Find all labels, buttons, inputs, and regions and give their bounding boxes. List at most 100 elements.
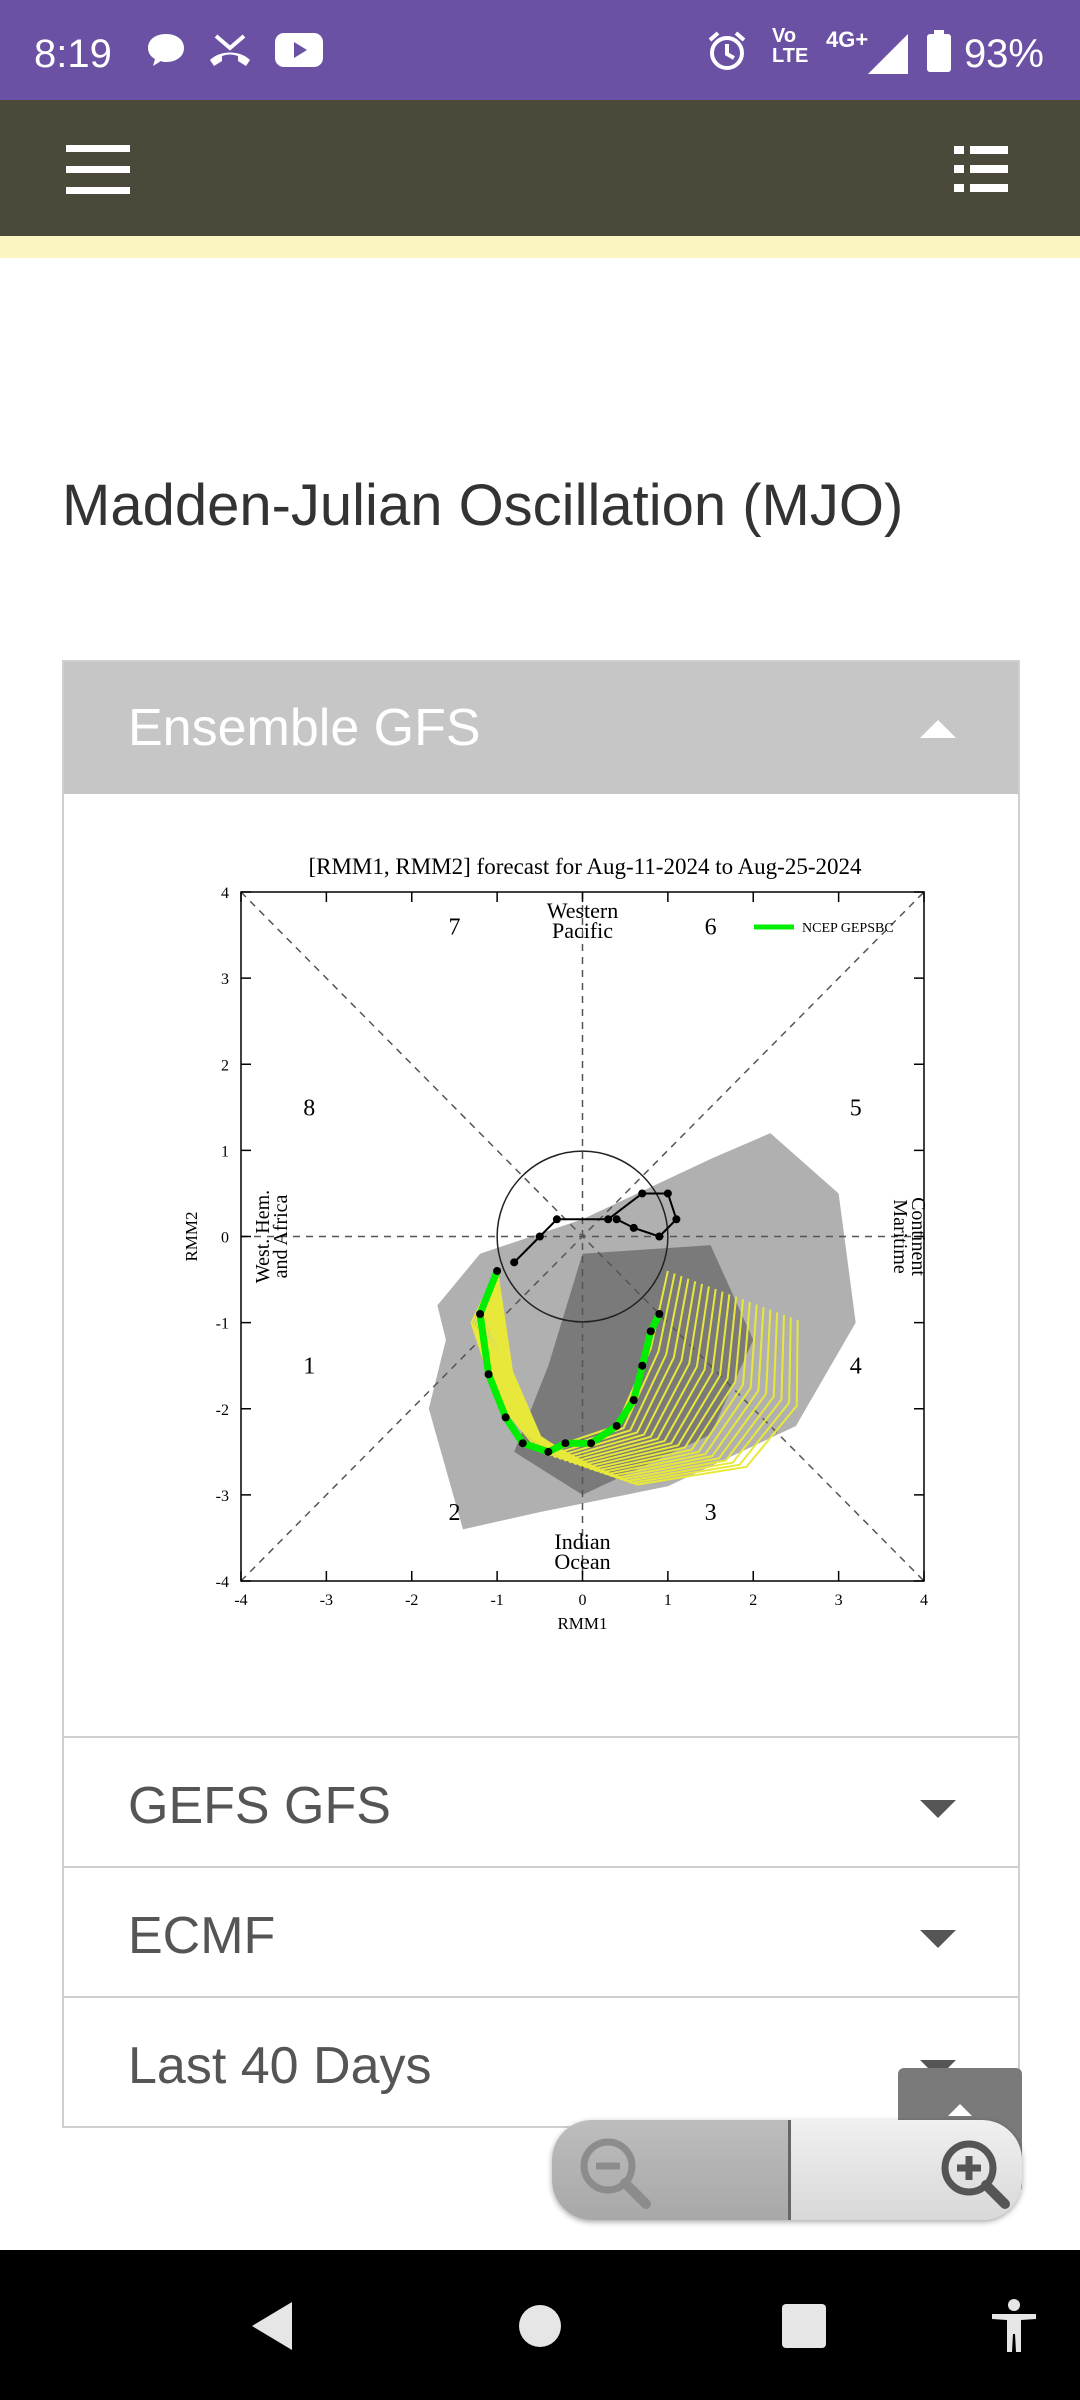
volte-bottom-label: LTE <box>772 45 809 67</box>
region-label-bottom: Indian <box>554 1529 610 1554</box>
region-label-left: and Africa <box>270 1194 292 1278</box>
data-point <box>501 1413 510 1422</box>
app-bar <box>0 100 1080 236</box>
x-tick-label: -4 <box>234 1592 247 1609</box>
x-tick-label: -1 <box>490 1592 503 1609</box>
x-tick-label: 4 <box>920 1592 928 1609</box>
x-tick-label: 2 <box>749 1592 757 1609</box>
chevron-down-icon <box>920 1930 956 1948</box>
data-point <box>587 1439 596 1448</box>
region-label-top: Western <box>547 898 619 923</box>
youtube-icon <box>275 33 323 67</box>
chart-axes <box>240 891 925 1582</box>
back-icon[interactable] <box>248 2300 296 2352</box>
y-tick-label: -3 <box>216 1488 229 1505</box>
accordion-label: GEFS GFS <box>128 1777 391 1835</box>
data-point <box>629 1223 638 1232</box>
data-point <box>561 1439 570 1448</box>
table-of-contents-icon[interactable] <box>954 146 1008 192</box>
y-axis-label: RMM2 <box>182 1211 201 1261</box>
chevron-down-icon <box>920 1800 956 1818</box>
x-tick-label: 1 <box>664 1592 672 1609</box>
zoom-in-button[interactable] <box>791 2120 1022 2220</box>
chevron-up-icon <box>920 720 956 738</box>
accordion-label: ECMF <box>128 1907 276 1965</box>
data-point <box>535 1232 544 1241</box>
y-tick-label: 0 <box>221 1230 229 1247</box>
home-icon[interactable] <box>518 2304 562 2348</box>
phase-label: 3 <box>705 1500 717 1526</box>
status-time: 8:19 <box>34 32 112 76</box>
phase-label: 6 <box>705 914 717 940</box>
data-point <box>646 1327 655 1336</box>
accordion-header-gefs-gfs[interactable]: GEFS GFS <box>64 1736 1018 1866</box>
zoom-in-icon <box>941 2140 1010 2209</box>
x-tick-label: 0 <box>579 1592 587 1609</box>
accordion-header-last-40-days[interactable]: Last 40 Days <box>64 1996 1018 2126</box>
status-bar: 8:19 Vo LTE 4G+ 93% <box>0 0 1080 100</box>
hamburger-menu-icon[interactable] <box>66 145 130 195</box>
data-point <box>510 1258 519 1267</box>
data-point <box>493 1266 502 1275</box>
y-tick-label: -1 <box>216 1316 229 1333</box>
data-point <box>612 1421 621 1430</box>
data-point <box>604 1215 613 1224</box>
accordion-label: Last 40 Days <box>128 2037 432 2095</box>
region-label-left: West. Hem. <box>252 1190 274 1283</box>
x-axis-label: RMM1 <box>557 1614 607 1633</box>
accordion-header-ecmf[interactable]: ECMF <box>64 1866 1018 1996</box>
data-point <box>672 1215 681 1224</box>
phase-label: 8 <box>303 1095 315 1121</box>
ensemble-member-line <box>496 1270 799 1486</box>
data-point <box>655 1232 664 1241</box>
region-label-right: Maritime <box>889 1199 911 1274</box>
navigation-bar <box>0 2250 1080 2400</box>
phase-label: 1 <box>303 1354 315 1380</box>
battery-icon <box>927 30 951 72</box>
scroll-to-top-icon <box>948 2104 972 2116</box>
zoom-out-button[interactable] <box>552 2120 791 2220</box>
ensemble-member-line <box>491 1270 738 1471</box>
alarm-icon <box>708 31 746 70</box>
x-tick-label: 3 <box>835 1592 843 1609</box>
recents-icon[interactable] <box>782 2304 826 2348</box>
phase-label: 4 <box>850 1354 862 1380</box>
app-bar-accent-strip <box>0 236 1080 258</box>
y-tick-label: 4 <box>221 885 229 902</box>
ensemble-member-line <box>493 1270 745 1472</box>
data-point <box>518 1439 527 1448</box>
ensemble-member-line <box>489 1270 731 1469</box>
zoom-out-icon <box>580 2138 651 2209</box>
ensemble-member-line <box>487 1270 724 1467</box>
accessibility-icon[interactable] <box>988 2298 1040 2354</box>
mjo-phase-chart: [RMM1, RMM2] forecast for Aug-11-2024 to… <box>182 854 929 1633</box>
y-tick-label: -2 <box>216 1402 229 1419</box>
data-point <box>476 1310 485 1319</box>
battery-level: 93% <box>963 32 1044 76</box>
y-tick-label: 1 <box>221 1143 229 1160</box>
region-label-right: Continent <box>907 1197 929 1276</box>
chart-series <box>476 1189 681 1456</box>
data-point <box>638 1189 647 1198</box>
accordion-body-ensemble-gfs: [RMM1, RMM2] forecast for Aug-11-2024 to… <box>64 794 1018 1736</box>
x-tick-label: -3 <box>320 1592 333 1609</box>
zoom-controls <box>552 2120 1022 2220</box>
accordion-label: Ensemble GFS <box>128 699 481 757</box>
legend-label: NCEP GEPSBC <box>802 921 894 936</box>
network-type-label: 4G+ <box>826 27 869 52</box>
x-tick-label: -2 <box>405 1592 418 1609</box>
accordion-header-ensemble-gfs[interactable]: Ensemble GFS <box>64 662 1018 794</box>
region-label-bottom: Ocean <box>554 1549 610 1574</box>
phase-label: 5 <box>850 1095 862 1121</box>
chart-title: [RMM1, RMM2] forecast for Aug-11-2024 to… <box>308 854 862 879</box>
data-point <box>544 1447 553 1456</box>
signal-icon <box>868 34 908 74</box>
volte-top-label: Vo <box>772 25 797 47</box>
volte-icon: Vo LTE <box>772 26 808 66</box>
phase-label: 2 <box>448 1500 460 1526</box>
data-point <box>663 1189 672 1198</box>
phase-label: 7 <box>448 914 460 940</box>
region-label-top: Pacific <box>552 918 613 943</box>
y-tick-label: 2 <box>221 1057 229 1074</box>
data-point <box>638 1361 647 1370</box>
